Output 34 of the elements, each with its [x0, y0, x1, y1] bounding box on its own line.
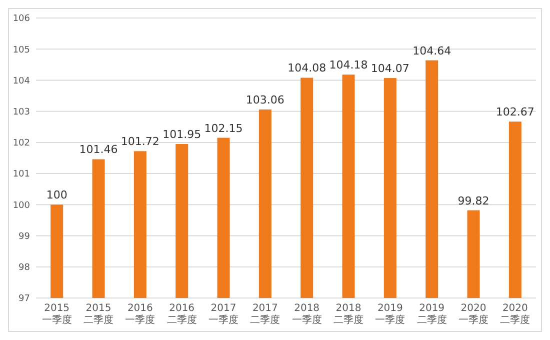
x-tick-label: 2017二季度 — [250, 303, 280, 326]
x-tick-label: 2020二季度 — [500, 303, 530, 326]
y-tick-label: 97 — [18, 294, 30, 304]
x-tick-label: 2019二季度 — [416, 303, 447, 326]
data-label: 100 — [46, 188, 68, 202]
x-tick-label: 2015一季度 — [42, 303, 72, 326]
data-label: 103.06 — [246, 93, 284, 106]
data-label: 104.08 — [288, 62, 326, 75]
x-tick-label: 2018二季度 — [334, 303, 364, 326]
y-tick-label: 105 — [12, 45, 30, 56]
x-tick-label: 2018一季度 — [292, 303, 322, 326]
y-tick-label: 103 — [12, 107, 30, 118]
x-tick-label: 2019一季度 — [375, 303, 406, 326]
data-label: 104.18 — [329, 58, 368, 72]
data-label: 104.07 — [370, 62, 410, 76]
y-tick-label: 100 — [12, 200, 30, 211]
y-tick-label: 99 — [18, 232, 30, 242]
data-label: 104.64 — [412, 44, 452, 58]
data-label: 101.46 — [79, 143, 118, 156]
x-tick-label: 2020一季度 — [458, 303, 488, 326]
data-label: 102.67 — [496, 106, 534, 119]
y-tick-label: 101 — [12, 170, 30, 180]
data-label: 99.82 — [458, 194, 490, 208]
x-tick-label: 2016二季度 — [166, 303, 197, 326]
y-tick-label: 104 — [12, 76, 30, 86]
y-tick-label: 106 — [12, 14, 30, 24]
y-tick-label: 102 — [12, 138, 30, 149]
x-tick-label: 2016一季度 — [125, 303, 156, 326]
data-label: 101.72 — [120, 135, 160, 148]
data-label: 101.95 — [162, 128, 202, 141]
x-tick-label: 2017一季度 — [208, 303, 238, 326]
y-tick-label: 98 — [18, 263, 30, 274]
data-label: 102.15 — [204, 122, 243, 135]
x-tick-label: 2015二季度 — [84, 303, 114, 326]
